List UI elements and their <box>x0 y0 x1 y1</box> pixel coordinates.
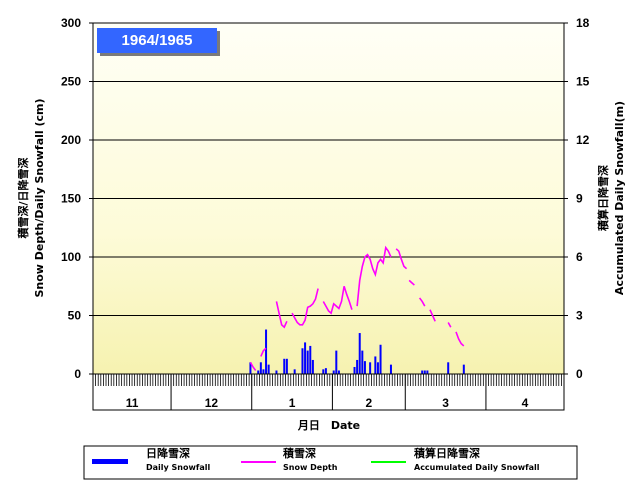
snow-depth-lines <box>249 245 465 371</box>
month-label: 1 <box>289 396 296 410</box>
snow-depth-line <box>249 361 257 371</box>
snowfall-bar <box>332 370 335 374</box>
left-tick-label: 150 <box>61 192 81 206</box>
snowfall-bar <box>421 370 424 374</box>
snowfall-bar <box>423 370 426 374</box>
left-axis-title-jp: 積雪深/日降雪深 <box>16 157 30 239</box>
legend: 日降雪深 Daily Snowfall 積雪深 Snow Depth 積算日降雪… <box>83 445 578 480</box>
snowfall-bar <box>369 362 372 374</box>
right-tick-label: 6 <box>576 250 583 264</box>
left-tick-label: 300 <box>61 16 81 30</box>
snowfall-bar <box>309 345 312 374</box>
snowfall-bar <box>293 369 296 374</box>
left-tick-label: 250 <box>61 75 81 89</box>
snow-depth-line <box>395 248 408 270</box>
snowfall-bar <box>301 348 304 374</box>
snow-depth-line <box>429 309 436 322</box>
snow-depth-line <box>447 322 452 328</box>
month-label: 4 <box>522 396 529 410</box>
right-tick-label: 12 <box>576 133 590 147</box>
snowfall-bar <box>322 369 325 374</box>
snowfall-bar <box>304 342 307 374</box>
date-axis: 11 12 1 2 3 4 <box>92 373 565 411</box>
snow-depth-line <box>291 288 319 326</box>
left-tick-label: 100 <box>61 250 81 264</box>
left-tick-label: 0 <box>74 367 81 381</box>
snowfall-bar <box>311 359 314 374</box>
snowfall-bar <box>306 350 309 374</box>
daily-snowfall-bars <box>249 329 465 374</box>
left-tick-label: 50 <box>68 309 82 323</box>
snowfall-bar <box>324 368 327 374</box>
month-label: 11 <box>126 396 139 410</box>
snow-depth-line <box>260 347 267 357</box>
legend-label-en-daily-snowfall: Daily Snowfall <box>146 463 210 472</box>
season-badge: 1964/1965 <box>97 28 217 53</box>
legend-label-jp-daily-snowfall: 日降雪深 <box>146 446 190 460</box>
legend-label-jp-snow-depth: 積雪深 <box>282 446 316 460</box>
right-tick-label: 3 <box>576 309 583 323</box>
snowfall-bar <box>353 366 356 374</box>
snowfall-bar <box>257 370 260 374</box>
left-axis-title-en: Snow Depth/Daily Snowfall (cm) <box>33 98 46 297</box>
snowfall-bar <box>389 364 392 374</box>
legend-label-jp-accumulated: 積算日降雪深 <box>413 446 480 460</box>
snowfall-bar <box>358 333 361 374</box>
snowfall-bar <box>285 358 288 374</box>
snowfall-bar <box>335 350 338 374</box>
right-tick-label: 18 <box>576 16 590 30</box>
legend-swatch-daily-snowfall <box>92 459 128 464</box>
legend-label-en-accumulated: Accumulated Daily Snowfall <box>414 463 540 472</box>
snowfall-bar <box>249 362 252 374</box>
snowfall-bar <box>267 364 270 374</box>
x-axis-title: 月日 Date <box>297 419 360 432</box>
month-label: 3 <box>442 396 449 410</box>
snowfall-bar <box>447 362 450 374</box>
snow-depth-line <box>322 286 353 315</box>
snowfall-bar <box>361 350 364 374</box>
snowfall-bar <box>356 359 359 374</box>
snow-depth-line <box>408 279 415 286</box>
snowfall-bar <box>283 358 286 374</box>
right-tick-label: 0 <box>576 367 583 381</box>
month-label: 12 <box>205 396 219 410</box>
snowfall-bar <box>379 344 382 374</box>
snowfall-bar <box>259 362 262 374</box>
legend-label-en-snow-depth: Snow Depth <box>283 463 338 472</box>
snow-depth-line <box>356 245 392 307</box>
snow-depth-line <box>455 331 465 347</box>
right-axis-title-en: Accumulated Daily Snowfall(m) <box>613 101 626 295</box>
snowfall-bar <box>426 370 429 374</box>
legend-box <box>83 445 578 480</box>
right-tick-label: 9 <box>576 192 583 206</box>
snowfall-bar <box>363 361 366 374</box>
right-tick-label: 15 <box>576 75 590 89</box>
snowfall-bar <box>337 370 340 374</box>
snow-depth-line <box>275 301 288 329</box>
right-axis-title-jp: 積算日降雪深 <box>596 165 610 232</box>
left-tick-label: 200 <box>61 133 81 147</box>
month-label: 2 <box>365 396 372 410</box>
snowfall-bar <box>462 364 465 374</box>
snowfall-bar <box>265 329 268 374</box>
snowfall-bar <box>262 369 265 374</box>
snow-depth-line <box>418 297 426 307</box>
snowfall-bar <box>374 356 377 374</box>
snowfall-bar <box>275 370 278 374</box>
snowfall-bar <box>376 362 379 374</box>
axis-labels: 0 50 100 150 200 250 300 0 3 6 9 12 15 18 <box>61 16 590 381</box>
